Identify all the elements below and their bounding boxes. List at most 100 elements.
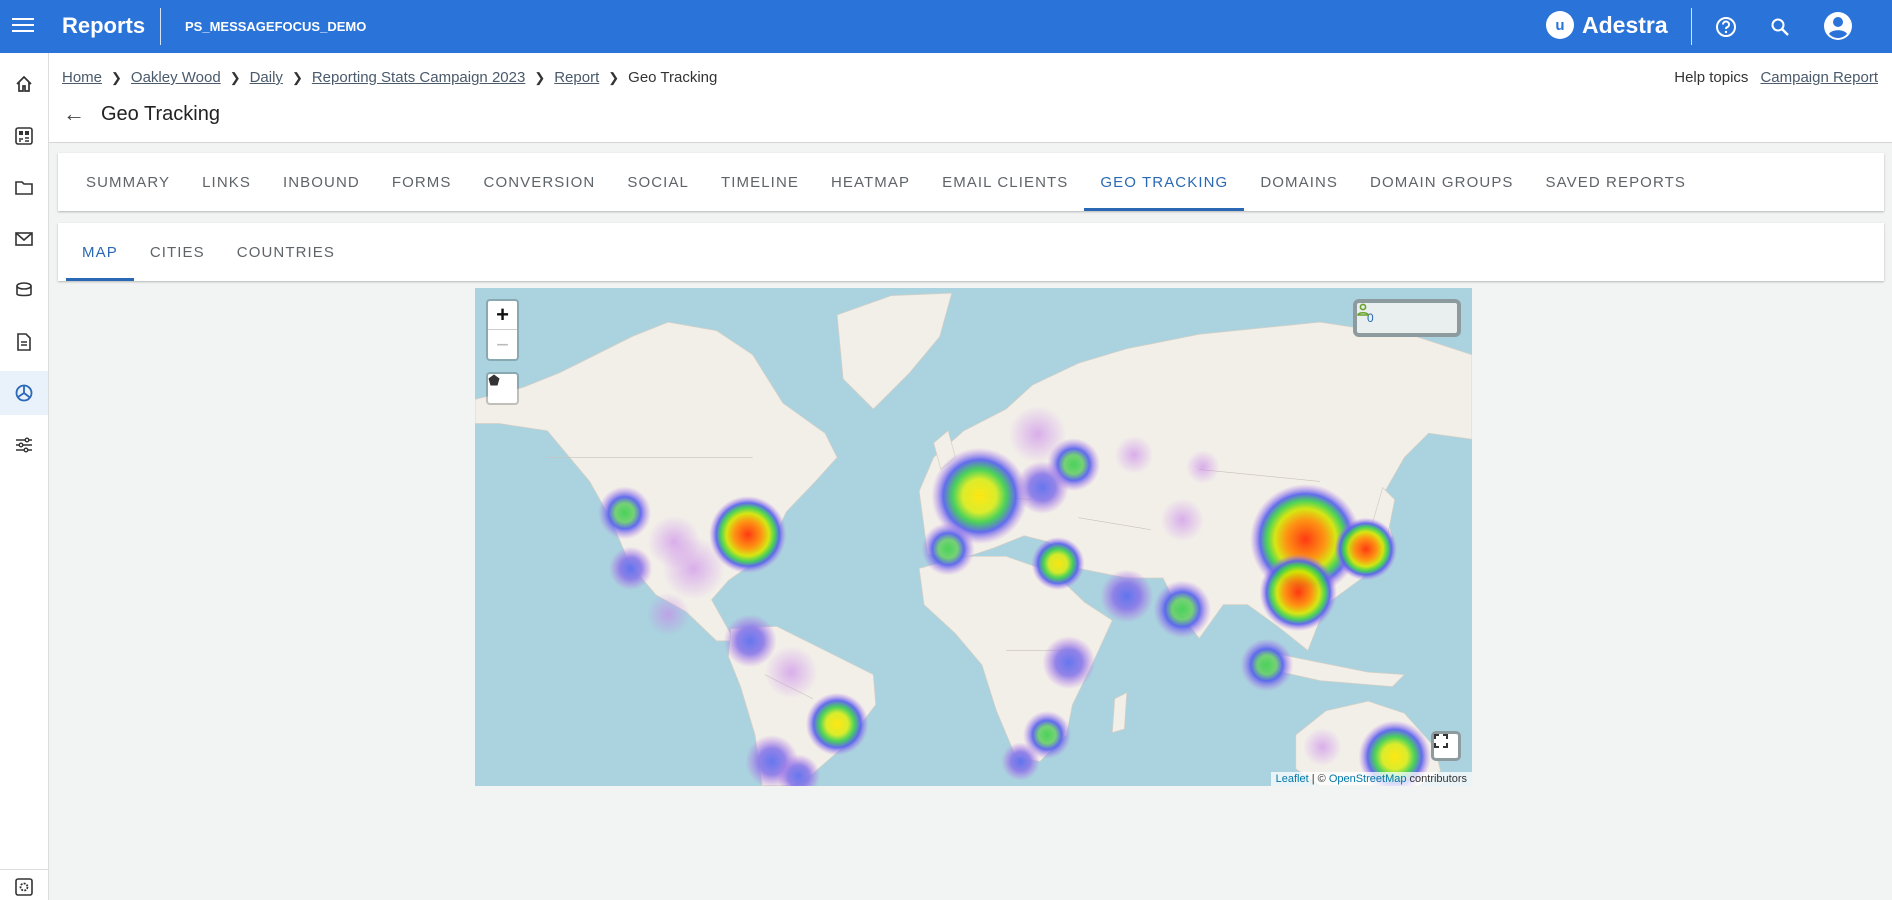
main-content: Home ❯ Oakley Wood ❯ Daily ❯ Reporting Stats C…: [49, 53, 1892, 900]
heat-spot-scandinavia: [1008, 405, 1067, 464]
heat-spot-japan-korea: [1334, 517, 1398, 581]
database-icon: [16, 282, 32, 297]
top-bar: Reports PS_MESSAGEFOCUS_DEMO u Adestra: [0, 0, 1892, 53]
heat-spot-us-east: [709, 495, 787, 574]
breadcrumb-item[interactable]: Report: [554, 69, 600, 86]
breadcrumb: Home ❯ Oakley Wood ❯ Daily ❯ Reporting Stats C…: [62, 69, 717, 86]
sidebar-item-mail[interactable]: [0, 217, 48, 261]
tab-inbound[interactable]: Inbound: [282, 173, 360, 191]
tab-summary[interactable]: Summary: [86, 173, 171, 191]
draw-polygon-button[interactable]: [486, 372, 519, 405]
report-tabs: Summary Links Inbound Forms Conversion Social…: [58, 153, 1884, 211]
breadcrumb-item[interactable]: Home: [62, 69, 103, 86]
settings-icon[interactable]: [0, 869, 48, 900]
zoom-out-button[interactable]: −: [496, 331, 509, 357]
heat-spot-south-africa: [1022, 710, 1072, 760]
land-north-america: [475, 321, 838, 642]
fullscreen-icon: [1434, 734, 1448, 748]
openstreetmap-link[interactable]: OpenStreetMap: [1328, 773, 1407, 785]
app-title: Reports: [62, 13, 146, 38]
heat-spot-russia-2: [1185, 450, 1220, 484]
heat-spot-mexico: [646, 592, 690, 636]
heat-spot-chile: [776, 754, 821, 786]
heat-spot-kenya: [1042, 635, 1096, 690]
chevron-right-icon: ❯: [608, 69, 620, 85]
chevron-right-icon: ❯: [534, 69, 546, 85]
page-title-row: ← Geo Tracking: [63, 101, 220, 127]
subtab-cities[interactable]: Cities: [149, 243, 205, 261]
tab-domains[interactable]: Domains: [1260, 173, 1339, 191]
map-attribution: Leaflet | © OpenStreetMap contributors: [1270, 772, 1472, 786]
heat-spot-middle-east: [1100, 569, 1154, 623]
heat-spot-australia-east: [1358, 720, 1431, 786]
zoom-control: + −: [486, 299, 519, 361]
heat-spot-eastern-europe: [1015, 460, 1069, 515]
help-icon[interactable]: [1713, 14, 1739, 40]
tab-domain-groups[interactable]: Domain Groups: [1370, 173, 1514, 191]
heat-spot-israel: [1031, 537, 1085, 591]
sidebar-item-folder[interactable]: [0, 165, 48, 209]
tab-timeline[interactable]: Timeline: [721, 173, 799, 191]
heat-spot-south-china: [1259, 553, 1337, 632]
zoom-in-button[interactable]: +: [488, 301, 517, 330]
document-icon: [17, 332, 31, 351]
subtab-countries[interactable]: Countries: [236, 243, 336, 261]
tab-geo-tracking[interactable]: Geo Tracking: [1084, 153, 1245, 211]
tab-conversion[interactable]: Conversion: [483, 173, 596, 191]
folder-icon: [15, 181, 33, 195]
menu-icon[interactable]: [12, 14, 34, 36]
heat-spot-russia-1: [1114, 435, 1154, 475]
world-map[interactable]: [475, 288, 1472, 786]
page-title: Geo Tracking: [101, 102, 220, 125]
polygon-icon: [488, 374, 500, 386]
reports-pie-icon: [15, 384, 33, 402]
breadcrumb-item[interactable]: Oakley Wood: [130, 69, 221, 86]
account-name: PS_MESSAGEFOCUS_DEMO: [185, 19, 367, 34]
heat-spot-india: [1153, 580, 1212, 639]
chevron-right-icon: ❯: [291, 69, 303, 85]
sidebar-item-dashboard[interactable]: [0, 114, 48, 158]
heat-spot-colombia: [723, 614, 777, 668]
heat-spot-brazil: [805, 692, 869, 756]
user-avatar-icon[interactable]: [1823, 11, 1853, 41]
tab-saved-reports[interactable]: Saved Reports: [1545, 173, 1686, 191]
sidebar-item-document[interactable]: [0, 320, 48, 364]
help-topics-link[interactable]: Help topics: [1674, 69, 1749, 86]
dashboard-icon: [15, 126, 33, 145]
leaflet-link[interactable]: Leaflet: [1275, 773, 1309, 785]
chevron-right-icon: ❯: [111, 69, 122, 85]
heat-spot-pakistan: [1160, 498, 1205, 542]
subtab-map[interactable]: Map: [66, 223, 134, 281]
back-arrow-icon[interactable]: ←: [63, 101, 85, 126]
sidebar-item-sliders[interactable]: [0, 423, 48, 467]
sidebar-item-reports-pie[interactable]: [0, 371, 48, 415]
tab-email-clients[interactable]: Email Clients: [942, 173, 1069, 191]
sidebar-item-database[interactable]: [0, 268, 48, 312]
divider: [160, 8, 161, 45]
sidebar-item-home[interactable]: [0, 62, 48, 106]
adestra-logo-icon: u: [1546, 11, 1574, 39]
attribution-suffix: contributors: [1406, 773, 1467, 785]
selected-count: 0: [1367, 311, 1374, 325]
heat-spot-western-europe: [931, 447, 1028, 545]
sliders-icon: [16, 437, 32, 452]
heat-spot-vietnam: [1240, 638, 1294, 692]
campaign-report-link[interactable]: Campaign Report: [1760, 69, 1878, 86]
tab-heatmap[interactable]: Heatmap: [830, 173, 911, 191]
heat-spot-spain: [921, 522, 975, 576]
land-madagascar: [1111, 692, 1128, 734]
land-greenland: [836, 292, 953, 410]
tab-social[interactable]: Social: [627, 173, 689, 191]
tab-forms[interactable]: Forms: [391, 173, 452, 191]
tab-links[interactable]: Links: [202, 173, 251, 191]
fullscreen-button[interactable]: [1431, 731, 1461, 761]
breadcrumb-item[interactable]: Daily: [249, 69, 283, 86]
breadcrumb-item[interactable]: Reporting Stats Campaign 2023: [311, 69, 526, 86]
chevron-right-icon: ❯: [229, 69, 241, 85]
brand-logo: u Adestra: [1546, 11, 1668, 39]
land-africa: [918, 555, 1113, 762]
geo-heatmap[interactable]: + − 0 Leaflet | © OpenStreetMap contribu…: [475, 288, 1472, 786]
brand-name: Adestra: [1582, 11, 1668, 38]
person-icon: [1357, 303, 1369, 316]
search-icon[interactable]: [1767, 14, 1793, 40]
